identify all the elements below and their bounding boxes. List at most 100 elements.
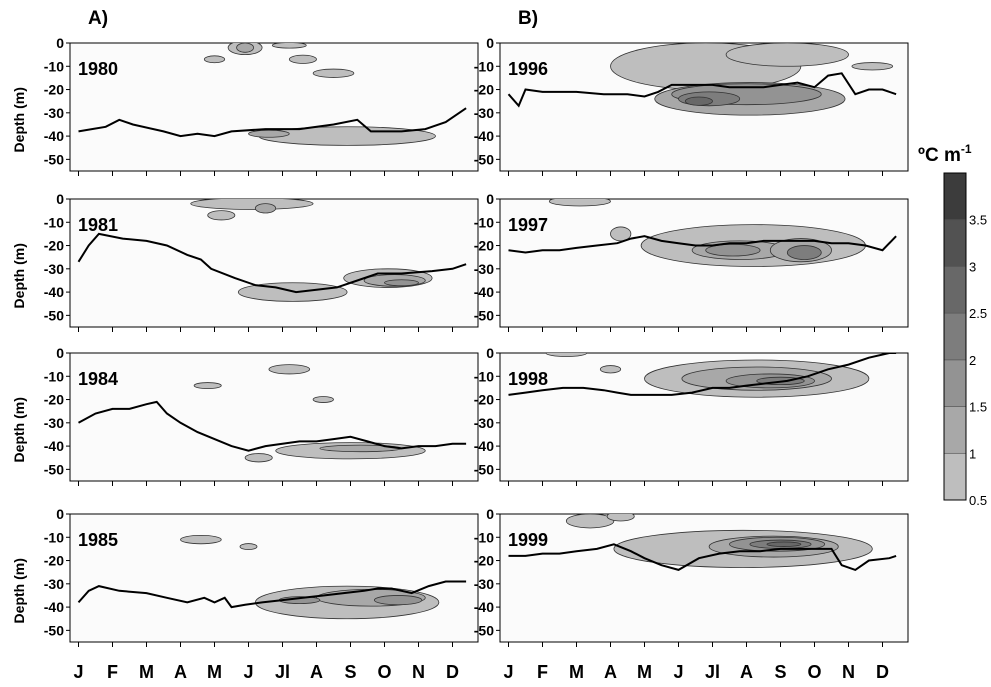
panels: 0 -10 -20 -30 -40 -50 1980 Depth (m) 0 -10 -20 -30 -… (11, 35, 909, 647)
y-tick-label: -50 (44, 622, 64, 638)
legend-swatch (943, 452, 967, 501)
y-tick-label: -40 (474, 599, 494, 615)
legend-tick-label: 1.5 (969, 400, 987, 415)
y-tick-label: -20 (44, 82, 64, 98)
legend-title: ºC m-1 (918, 142, 972, 166)
gradient-region (248, 129, 290, 138)
y-tick-label: -40 (44, 128, 64, 144)
panel-label-a: A) (88, 8, 108, 29)
gradient-region (207, 210, 236, 221)
gradient-region (725, 43, 849, 67)
gradient-region (786, 245, 822, 260)
y-tick-label: -30 (44, 415, 64, 431)
y-tick-label: -30 (44, 105, 64, 121)
plot-area (69, 513, 479, 643)
panel-1999: 0 -10 -20 -30 -40 -50 1999 (474, 506, 909, 647)
y-tick-label: -20 (44, 553, 64, 569)
y-tick-label: -10 (474, 58, 494, 74)
gradient-region (203, 55, 226, 64)
gradient-region (254, 203, 277, 214)
y-tick-label: 0 (56, 35, 64, 51)
gradient-region (288, 54, 317, 64)
y-tick-label: -30 (474, 576, 494, 592)
y-tick-label: -20 (44, 392, 64, 408)
panel-1985: 0 -10 -20 -30 -40 -50 1985 Depth (m) (11, 506, 479, 647)
y-axis-label: Depth (m) (11, 243, 27, 308)
year-label: 1997 (508, 215, 548, 235)
y-tick-label: -10 (474, 214, 494, 230)
plot-area (69, 352, 479, 482)
y-tick-label: 0 (486, 345, 494, 361)
y-axis-label: Depth (m) (11, 558, 27, 623)
year-label: 1996 (508, 59, 548, 79)
gradient-region (271, 43, 307, 49)
y-axis-label: Depth (m) (11, 397, 27, 462)
month-label: A (604, 662, 617, 682)
y-tick-label: -40 (44, 599, 64, 615)
y-tick-label: -10 (44, 58, 64, 74)
gradient-regions (545, 353, 870, 398)
y-tick-label: -20 (474, 392, 494, 408)
y-tick-label: -40 (44, 438, 64, 454)
y-tick-label: -40 (44, 284, 64, 300)
y-tick-label: -40 (474, 128, 494, 144)
panel-1984: 0 -10 -20 -30 -40 -50 1984 Depth (m) (11, 345, 479, 486)
month-label: M (207, 662, 222, 682)
month-label: M (569, 662, 584, 682)
y-tick-label: -30 (44, 261, 64, 277)
legend-swatch (943, 312, 967, 361)
legend-tick-label: 2.5 (969, 306, 987, 321)
gradient-region (606, 514, 635, 522)
y-tick-label: -40 (474, 438, 494, 454)
thermocline-line (77, 232, 467, 294)
legend-swatch (943, 172, 967, 221)
month-label: A (174, 662, 187, 682)
gradient-region (766, 541, 802, 547)
month-label: N (412, 662, 425, 682)
thermocline-line (78, 400, 467, 452)
gradient-region (312, 68, 355, 78)
y-axis-label: Depth (m) (11, 87, 27, 152)
month-label: N (842, 662, 855, 682)
y-tick-label: -30 (474, 261, 494, 277)
gradient-region (239, 543, 258, 551)
y-tick-label: -40 (474, 284, 494, 300)
plot-area (69, 42, 479, 172)
panel-1997: 0 -10 -20 -30 -40 -50 1997 (474, 191, 909, 332)
y-tick-label: -50 (44, 461, 64, 477)
y-tick-label: -20 (474, 238, 494, 254)
year-label: 1999 (508, 530, 548, 550)
gradient-region (193, 382, 222, 390)
legend-title-text: ºC m (918, 145, 961, 166)
month-label: Jl (705, 662, 720, 682)
month-label: O (807, 662, 821, 682)
y-tick-label: 0 (56, 345, 64, 361)
gradient-region (190, 199, 314, 210)
panel-1981: 0 -10 -20 -30 -40 -50 1981 Depth (m) (11, 191, 479, 332)
thermocline-line (78, 107, 467, 138)
year-label: 1980 (78, 59, 118, 79)
legend-colorbar (943, 172, 967, 501)
month-label: J (243, 662, 253, 682)
y-tick-label: -10 (44, 368, 64, 384)
month-label: S (774, 662, 786, 682)
gradient-region (851, 62, 894, 71)
month-label: O (377, 662, 391, 682)
year-label: 1984 (78, 369, 118, 389)
legend-swatch (943, 406, 967, 454)
plot-area (69, 198, 479, 328)
legend-tick-label: 2 (969, 353, 976, 368)
y-tick-label: -10 (44, 529, 64, 545)
gradient-region (236, 43, 254, 53)
month-label: J (673, 662, 683, 682)
month-label: M (139, 662, 154, 682)
month-label: D (446, 662, 459, 682)
y-tick-label: -50 (474, 622, 494, 638)
thermocline-line (507, 72, 897, 108)
gradient-region (565, 514, 615, 529)
month-labels: J F M A M J Jl A S O N D J F M A M J Jl A S O N D (73, 662, 889, 682)
gradient-regions (565, 514, 873, 568)
legend-ticks: 0.5 1 1.5 2 2.5 3 3.5 (969, 213, 987, 508)
gradient-region (268, 364, 311, 375)
